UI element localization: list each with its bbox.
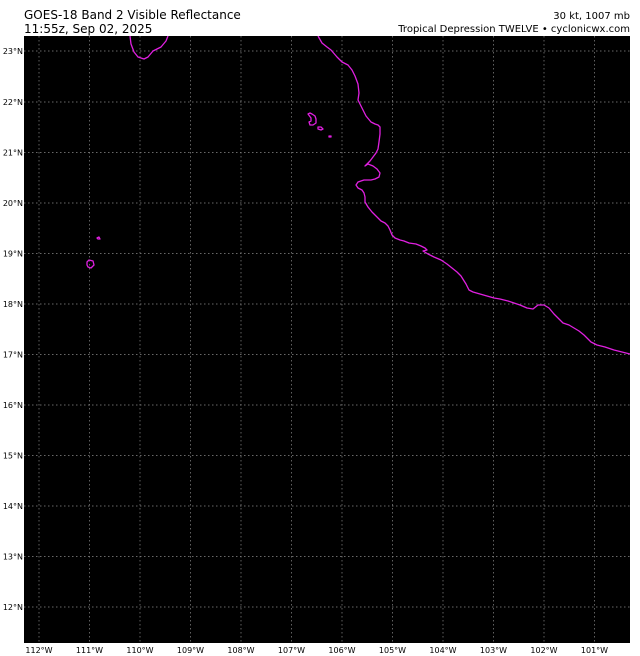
lat-label: 14°N (3, 502, 23, 511)
lat-label: 13°N (3, 553, 23, 562)
latitude-labels: 23°N 22°N 21°N 20°N 19°N 18°N 17°N 16°N … (3, 47, 23, 612)
lat-label: 23°N (3, 47, 23, 56)
storm-intensity: 30 kt, 1007 mb (553, 11, 630, 22)
lat-label: 20°N (3, 199, 23, 208)
storm-name-source: Tropical Depression TWELVE • cyclonicwx.… (398, 24, 630, 35)
graticule (24, 36, 630, 643)
lon-label: 104°W (429, 646, 456, 655)
lon-label: 105°W (379, 646, 406, 655)
san-benedicto-island (96, 236, 101, 240)
coastlines (86, 36, 630, 355)
lat-label: 21°N (3, 149, 23, 158)
lon-label: 102°W (530, 646, 557, 655)
lon-label: 108°W (227, 646, 254, 655)
islas-marias-medium (317, 126, 324, 131)
satellite-map[interactable]: 112°W 111°W 110°W 109°W 108°W 107°W 106°… (3, 36, 630, 655)
socorro-island (86, 259, 95, 269)
lat-label: 16°N (3, 401, 23, 410)
lon-label: 109°W (177, 646, 204, 655)
lat-label: 17°N (3, 351, 23, 360)
lat-label: 15°N (3, 452, 23, 461)
lon-label: 107°W (278, 646, 305, 655)
islas-marias-large (307, 112, 317, 126)
lon-label: 103°W (480, 646, 507, 655)
lon-label: 106°W (328, 646, 355, 655)
mexico-mainland-coast (317, 36, 630, 355)
lat-label: 22°N (3, 98, 23, 107)
title-block: GOES-18 Band 2 Visible Reflectance 11:55… (24, 8, 241, 36)
lon-label: 101°W (581, 646, 608, 655)
lon-label: 111°W (76, 646, 103, 655)
map-background (24, 36, 630, 643)
islas-marias-small (328, 135, 332, 138)
longitude-labels: 112°W 111°W 110°W 109°W 108°W 107°W 106°… (25, 646, 608, 655)
lon-label: 112°W (25, 646, 52, 655)
lat-label: 12°N (3, 603, 23, 612)
map-svg: 112°W 111°W 110°W 109°W 108°W 107°W 106°… (24, 36, 630, 655)
lon-label: 110°W (126, 646, 153, 655)
baja-california-coast (129, 36, 169, 60)
image-timestamp: 11:55z, Sep 02, 2025 (24, 22, 153, 36)
lat-label: 19°N (3, 250, 23, 259)
lat-label: 18°N (3, 300, 23, 309)
storm-info: 30 kt, 1007 mb Tropical Depression TWELV… (398, 10, 630, 36)
product-title: GOES-18 Band 2 Visible Reflectance (24, 8, 241, 22)
latitude-label-layer: 23°N 22°N 21°N 20°N 19°N 18°N 17°N 16°N … (3, 47, 23, 612)
